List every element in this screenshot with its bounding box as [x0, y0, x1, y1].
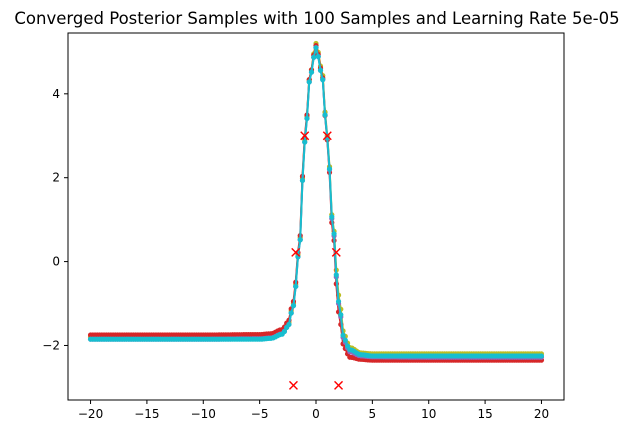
series-point	[297, 237, 303, 243]
series-point	[340, 332, 346, 338]
series-layer	[87, 40, 545, 363]
observation-layer	[288, 131, 344, 390]
series-point	[299, 177, 306, 184]
series-point	[288, 310, 294, 316]
observation-marker	[322, 131, 332, 141]
series-point	[308, 69, 315, 75]
series-point	[315, 53, 321, 60]
observation-marker	[291, 247, 301, 257]
series-point	[313, 45, 319, 51]
series-point	[342, 337, 348, 343]
series-point	[302, 139, 308, 145]
observation-marker	[288, 380, 298, 390]
series-point	[320, 77, 326, 83]
x-tick-label: −20	[78, 407, 103, 421]
series-point	[311, 54, 317, 60]
y-axis: −2 0 2 4	[42, 87, 68, 352]
x-tick-label: 10	[421, 407, 436, 421]
series-point	[293, 283, 299, 290]
x-tick-label: 0	[312, 407, 320, 421]
series-point	[338, 312, 344, 318]
series-point	[281, 328, 288, 335]
observation-marker	[331, 247, 341, 257]
series-point	[331, 231, 337, 237]
series-point	[329, 214, 335, 220]
series-4	[87, 45, 545, 359]
y-tick-label: 2	[52, 171, 60, 185]
x-tick-label: 5	[369, 407, 377, 421]
series-point	[333, 272, 339, 278]
series-point	[286, 321, 292, 328]
series-point	[322, 112, 328, 118]
x-tick-label: −10	[191, 407, 216, 421]
x-axis: −20 −15 −10 −5 0 5 10 15 20	[78, 400, 549, 421]
x-tick-label: −5	[251, 407, 269, 421]
y-tick-label: 0	[52, 255, 60, 269]
observation-marker	[300, 131, 310, 141]
x-tick-label: 20	[534, 407, 549, 421]
series-point	[538, 353, 545, 359]
series-point	[335, 298, 342, 305]
series-point	[317, 67, 324, 73]
chart-title: Converged Posterior Samples with 100 Sam…	[14, 9, 619, 28]
x-tick-label: −15	[134, 407, 159, 421]
y-tick-label: −2	[42, 338, 60, 352]
series-point	[326, 166, 333, 172]
x-tick-label: 15	[477, 407, 492, 421]
series-point	[306, 79, 312, 85]
observation-marker	[334, 380, 344, 390]
series-point	[290, 303, 297, 309]
series-point	[304, 115, 310, 122]
y-tick-label: 4	[52, 87, 60, 101]
